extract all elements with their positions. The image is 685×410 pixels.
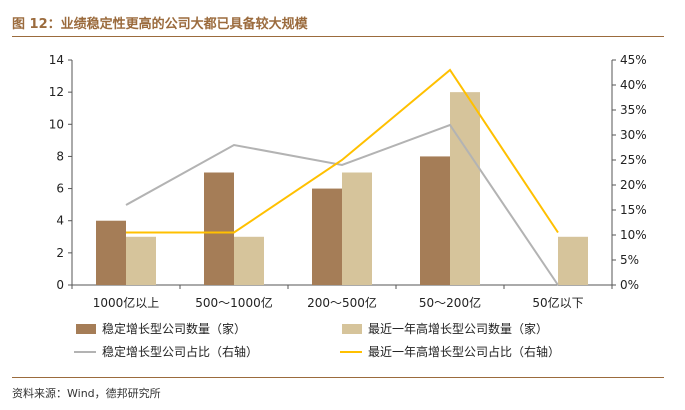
legend-label: 稳定增长型公司占比（右轴）: [102, 344, 258, 359]
right-tick-label: 20%: [620, 178, 647, 192]
right-tick-label: 0%: [620, 278, 639, 292]
legend-swatch: [342, 324, 362, 334]
chart-lines: [125, 68, 559, 286]
chart: 0 2 4 6 8 10 12 14 0% 5% 10% 15% 20% 25% 30% 35% 40% 45% 1…: [49, 53, 647, 359]
x-tick-label: 200～500亿: [307, 295, 377, 310]
bar: [96, 220, 126, 285]
bar: [312, 188, 342, 285]
right-tick-label: 15%: [620, 203, 647, 217]
left-tick-label: 2: [56, 246, 64, 260]
x-tick-label: 1000亿以上: [93, 295, 160, 310]
bar: [204, 172, 234, 285]
x-tick-label: 50～200亿: [419, 295, 481, 310]
left-tick-label: 14: [49, 53, 64, 67]
x-tick-label: 50亿以下: [532, 295, 583, 310]
right-tick-label: 45%: [620, 53, 647, 67]
legend-label: 稳定增长型公司数量（家）: [102, 321, 246, 336]
legend-label: 最近一年高增长型公司占比（右轴）: [368, 344, 560, 359]
left-tick-label: 12: [49, 85, 64, 99]
series-line: [126, 68, 559, 234]
right-tick-label: 10%: [620, 228, 647, 242]
series-line: [125, 123, 559, 286]
left-tick-label: 0: [56, 278, 64, 292]
right-tick-label: 5%: [620, 253, 639, 267]
right-tick-label: 40%: [620, 78, 647, 92]
bar: [558, 236, 588, 285]
left-tick-label: 4: [56, 214, 64, 228]
left-tick-label: 10: [49, 117, 64, 131]
chart-legend: 稳定增长型公司数量（家） 最近一年高增长型公司数量（家） 稳定增长型公司占比（右轴）…: [74, 321, 560, 359]
title-rule: [12, 36, 664, 37]
bar: [234, 236, 264, 285]
right-tick-label: 25%: [620, 153, 647, 167]
legend-swatch: [76, 324, 96, 334]
right-tick-label: 35%: [620, 103, 647, 117]
source-rule: [12, 377, 664, 378]
bar: [342, 172, 372, 285]
source-note: 资料来源：Wind，德邦研究所: [12, 387, 161, 400]
bar: [450, 92, 480, 286]
right-tick-label: 30%: [620, 128, 647, 142]
legend-label: 最近一年高增长型公司数量（家）: [368, 321, 548, 336]
chart-axes: 0 2 4 6 8 10 12 14 0% 5% 10% 15% 20% 25% 30% 35% 40% 45% 1…: [49, 53, 647, 310]
bar: [126, 236, 156, 285]
left-tick-label: 8: [56, 149, 64, 163]
figure-title: 图 12：业绩稳定性更高的公司大都已具备较大规模: [12, 17, 308, 32]
left-tick-label: 6: [56, 182, 64, 196]
bar: [420, 156, 450, 285]
chart-bars: [96, 92, 588, 286]
x-tick-label: 500～1000亿: [195, 295, 272, 310]
